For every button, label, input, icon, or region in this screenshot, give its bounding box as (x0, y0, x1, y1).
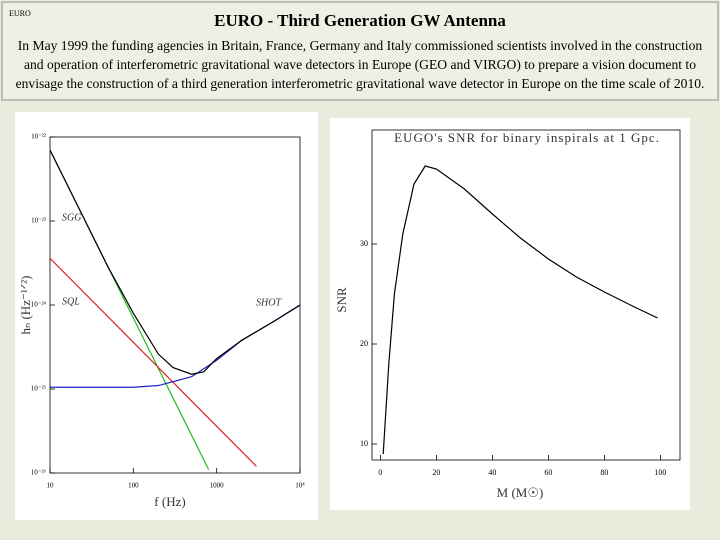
y-tick-label: 10⁻²⁶ (31, 469, 47, 477)
annotation: SHOT (256, 297, 282, 308)
series-line (50, 257, 257, 467)
x-tick-label: 100 (654, 468, 666, 477)
series-line (50, 149, 300, 375)
tag: EURO (9, 9, 31, 18)
x-axis-label: M (M☉) (497, 485, 544, 500)
annotation: SGG (62, 212, 81, 223)
x-tick-label: 10 (47, 482, 55, 490)
x-axis-label: f (Hz) (154, 494, 185, 509)
left-panel (15, 112, 318, 520)
y-axis-label: hₙ (Hz⁻¹ᐟ²) (18, 276, 33, 335)
y-axis-label: SNR (334, 287, 349, 313)
x-tick-label: 1000 (210, 482, 225, 490)
y-tick-label: 10⁻²⁴ (31, 301, 47, 309)
paragraph: In May 1999 the funding agencies in Brit… (15, 38, 705, 91)
right-panel (330, 118, 690, 510)
y-tick-label: 10⁻²³ (31, 217, 46, 225)
title: EURO - Third Generation GW Antenna (214, 11, 506, 30)
x-tick-label: 0 (378, 468, 382, 477)
y-tick-label: 20 (360, 339, 368, 348)
chart-title: EUGO's SNR for binary inspirals at 1 Gpc… (394, 130, 660, 145)
y-tick-label: 10 (360, 439, 368, 448)
series-line (382, 165, 658, 455)
plot-frame (371, 129, 681, 461)
y-tick-label: 10⁻²² (31, 133, 46, 141)
y-tick-label: 10⁻²⁵ (31, 385, 47, 393)
x-tick-label: 80 (600, 468, 608, 477)
x-tick-label: 10⁴ (295, 482, 305, 490)
header: EURO EURO - Third Generation GW Antenna … (1, 1, 719, 101)
y-tick-label: 30 (360, 239, 368, 248)
annotation: SQL (62, 296, 80, 307)
x-tick-label: 40 (488, 468, 496, 477)
x-tick-label: 100 (128, 482, 139, 490)
x-tick-label: 60 (544, 468, 552, 477)
x-tick-label: 20 (432, 468, 440, 477)
